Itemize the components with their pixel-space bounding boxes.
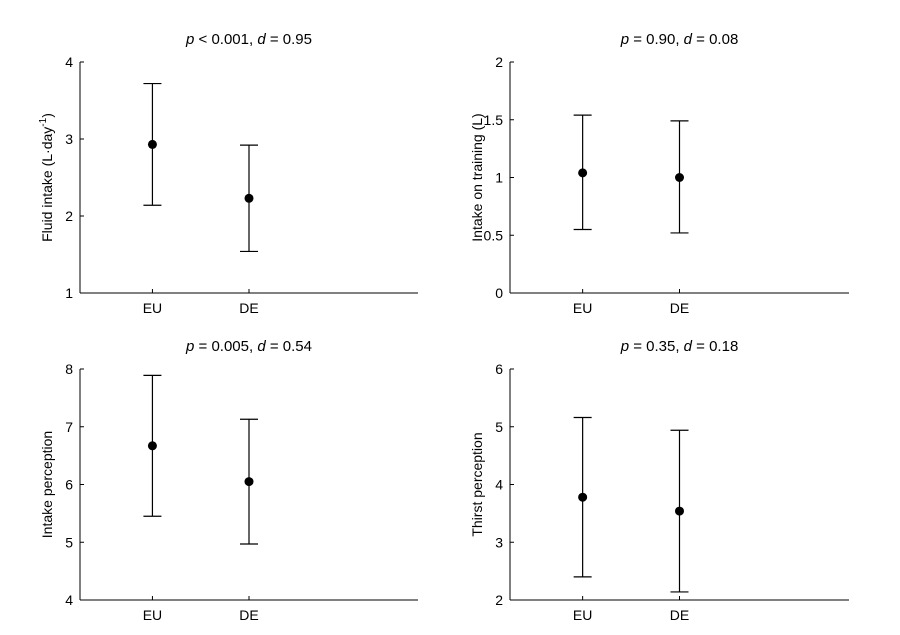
y-tick-label: 5 <box>65 534 73 550</box>
y-tick-label: 3 <box>495 534 503 550</box>
y-tick-label: 0 <box>495 285 503 301</box>
chart-panel-2: 0 0.5 1 1.5 2 EU DE p = 0.90, d = 0.08 Intake on… <box>469 31 849 316</box>
data-point <box>675 173 684 182</box>
y-tick-label: 2 <box>495 592 503 608</box>
x-tick-label: EU <box>573 607 592 623</box>
chart-panel-3: 4 5 6 7 8 EU DE p = 0.005, d = 0.54 Intake perce… <box>39 338 418 623</box>
x-tick-label: DE <box>670 607 689 623</box>
y-tick-label: 4 <box>65 54 73 70</box>
y-tick-label: 1 <box>65 285 73 301</box>
y-tick-label: 4 <box>495 477 503 493</box>
x-tick-label: EU <box>573 300 592 316</box>
x-tick-label: DE <box>670 300 689 316</box>
y-axis-label: Fluid intake (L·day-1) <box>38 113 55 242</box>
y-tick-label: 0.5 <box>484 227 504 243</box>
x-tick-label: DE <box>239 607 258 623</box>
y-axis-label: Thirst perception <box>469 432 485 536</box>
y-tick-label: 3 <box>65 131 73 147</box>
x-tick-label: DE <box>239 300 258 316</box>
chart-title: p = 0.90, d = 0.08 <box>620 31 739 48</box>
data-point <box>244 477 254 487</box>
data-point <box>147 441 157 451</box>
y-tick-label: 5 <box>495 419 503 435</box>
y-tick-label: 1.5 <box>484 112 504 128</box>
x-tick-label: EU <box>143 300 162 316</box>
y-tick-label: 7 <box>65 419 73 435</box>
chart-title: p < 0.001, d = 0.95 <box>185 31 312 48</box>
y-axis-label: Intake on training (L) <box>469 113 485 241</box>
data-point <box>147 139 157 149</box>
y-tick-label: 2 <box>495 54 503 70</box>
x-tick-label: EU <box>143 607 162 623</box>
data-point <box>578 168 588 178</box>
data-point <box>578 492 588 502</box>
y-axis-label: Intake perception <box>39 431 55 538</box>
y-tick-label: 2 <box>65 208 73 224</box>
chart-title: p = 0.005, d = 0.54 <box>185 338 312 355</box>
data-point <box>244 193 254 203</box>
chart-panel-4: 2 3 4 5 6 EU DE p = 0.35, d = 0.18 Thirst percep… <box>469 338 849 623</box>
y-tick-label: 6 <box>65 477 73 493</box>
y-tick-label: 4 <box>65 592 73 608</box>
chart-panel-1: 1 2 3 4 EU DE p < 0.001, d = 0.95 Fluid intake … <box>38 31 418 316</box>
chart-title: p = 0.35, d = 0.18 <box>620 338 739 355</box>
y-tick-label: 1 <box>495 170 503 186</box>
data-point <box>675 506 684 516</box>
y-tick-label: 6 <box>495 361 503 377</box>
y-tick-label: 8 <box>65 361 73 377</box>
